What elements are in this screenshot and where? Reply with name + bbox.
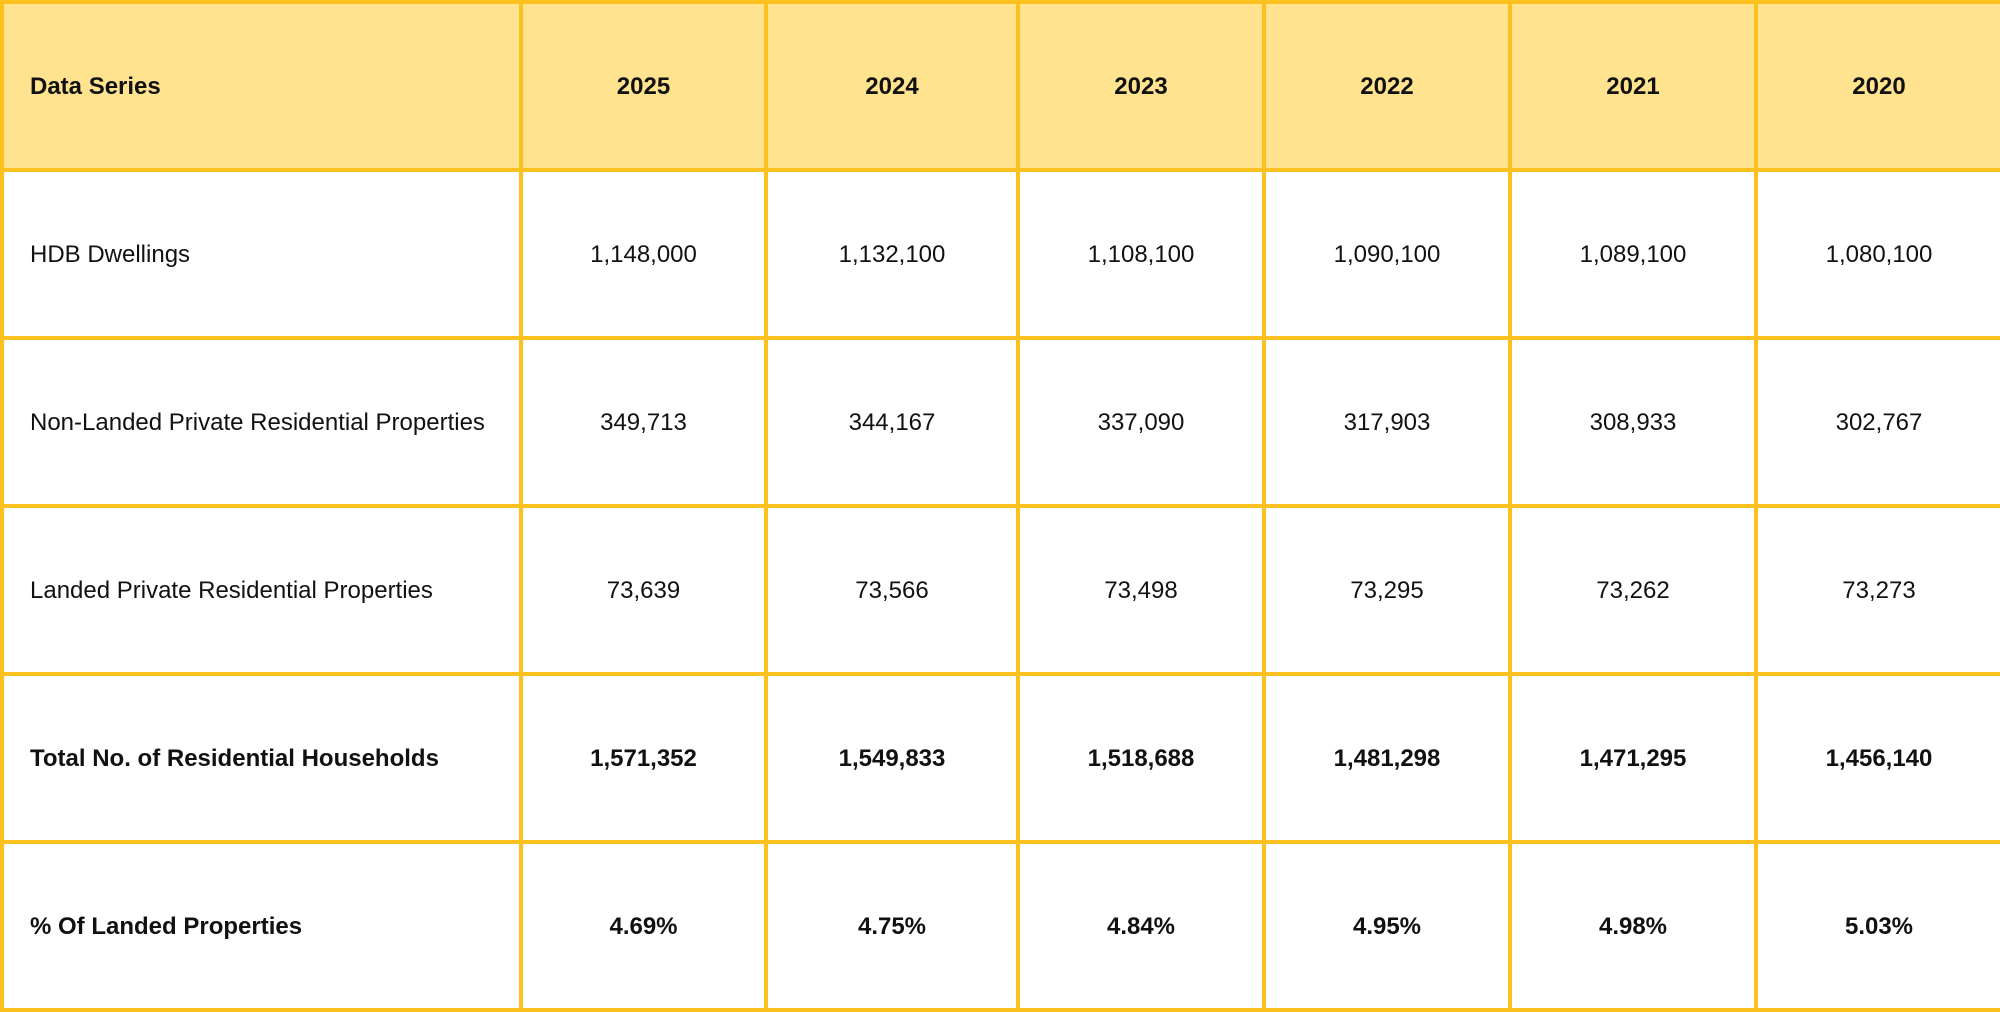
table-cell: 73,295 xyxy=(1262,504,1512,676)
table-cell: 73,262 xyxy=(1508,504,1758,676)
table-cell: 1,108,100 xyxy=(1016,168,1266,340)
header-cell-data-series: Data Series xyxy=(0,0,523,172)
table-cell: 1,090,100 xyxy=(1262,168,1512,340)
table-cell: 1,549,833 xyxy=(764,672,1020,844)
table-cell: 1,132,100 xyxy=(764,168,1020,340)
table-cell: 302,767 xyxy=(1754,336,2000,508)
table-cell: 1,518,688 xyxy=(1016,672,1266,844)
table-cell: 73,566 xyxy=(764,504,1020,676)
table-cell: 73,639 xyxy=(519,504,768,676)
table-row-non-landed-private: Non-Landed Private Residential Propertie… xyxy=(0,336,2000,508)
table-cell: 349,713 xyxy=(519,336,768,508)
table-cell: 308,933 xyxy=(1508,336,1758,508)
table-cell: 337,090 xyxy=(1016,336,1266,508)
table-cell: 73,273 xyxy=(1754,504,2000,676)
table-row-landed-private: Landed Private Residential Properties 73… xyxy=(0,504,2000,676)
table-cell: 4.84% xyxy=(1016,840,1266,1012)
header-cell-year: 2020 xyxy=(1754,0,2000,172)
table-cell: 4.69% xyxy=(519,840,768,1012)
table-cell: 5.03% xyxy=(1754,840,2000,1012)
row-label: % Of Landed Properties xyxy=(0,840,523,1012)
table-row-total-households: Total No. of Residential Households 1,57… xyxy=(0,672,2000,844)
table-cell: 4.95% xyxy=(1262,840,1512,1012)
row-label: HDB Dwellings xyxy=(0,168,523,340)
table-cell: 4.98% xyxy=(1508,840,1758,1012)
table-cell: 344,167 xyxy=(764,336,1020,508)
table-cell: 317,903 xyxy=(1262,336,1512,508)
table-row-hdb-dwellings: HDB Dwellings 1,148,000 1,132,100 1,108,… xyxy=(0,168,2000,340)
header-cell-year: 2022 xyxy=(1262,0,1512,172)
table-header-row: Data Series 2025 2024 2023 2022 2021 202… xyxy=(0,0,2000,172)
table-cell: 4.75% xyxy=(764,840,1020,1012)
table-cell: 1,089,100 xyxy=(1508,168,1758,340)
row-label: Non-Landed Private Residential Propertie… xyxy=(0,336,523,508)
table-cell: 1,471,295 xyxy=(1508,672,1758,844)
row-label: Landed Private Residential Properties xyxy=(0,504,523,676)
row-label: Total No. of Residential Households xyxy=(0,672,523,844)
table-cell: 1,456,140 xyxy=(1754,672,2000,844)
table-row-percent-landed: % Of Landed Properties 4.69% 4.75% 4.84%… xyxy=(0,840,2000,1012)
header-cell-year: 2025 xyxy=(519,0,768,172)
header-cell-year: 2021 xyxy=(1508,0,1758,172)
table-cell: 1,481,298 xyxy=(1262,672,1512,844)
table-cell: 1,571,352 xyxy=(519,672,768,844)
header-cell-year: 2024 xyxy=(764,0,1020,172)
table-cell: 1,148,000 xyxy=(519,168,768,340)
table-cell: 73,498 xyxy=(1016,504,1266,676)
table-cell: 1,080,100 xyxy=(1754,168,2000,340)
header-cell-year: 2023 xyxy=(1016,0,1266,172)
